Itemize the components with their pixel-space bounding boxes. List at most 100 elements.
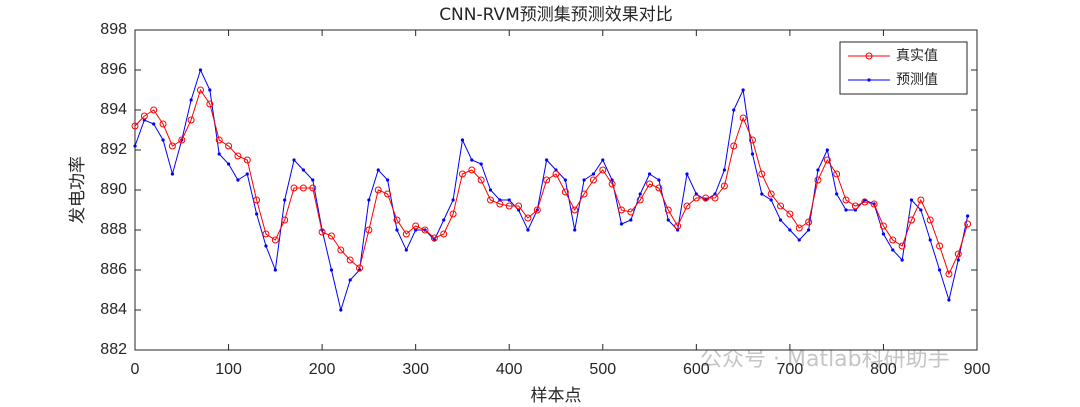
y-tick-label: 894: [100, 101, 127, 118]
data-point: [795, 224, 803, 232]
data-point: [797, 238, 801, 242]
data-point: [262, 230, 270, 238]
x-tick-label: 0: [131, 361, 140, 378]
data-point: [636, 196, 644, 204]
data-point: [599, 166, 607, 174]
data-point: [573, 228, 577, 232]
data-point: [318, 228, 326, 236]
data-point: [187, 116, 195, 124]
data-point: [470, 158, 474, 162]
data-point: [898, 242, 906, 250]
data-point: [178, 136, 186, 144]
data-point: [393, 216, 401, 224]
data-point: [253, 196, 261, 204]
legend-marker: [867, 78, 871, 82]
data-point: [909, 198, 914, 202]
data-point: [842, 196, 850, 204]
y-tick-label: 892: [100, 141, 127, 158]
x-tick-label: 700: [777, 361, 804, 378]
data-point: [264, 244, 268, 248]
data-point: [196, 86, 204, 94]
data-point: [711, 194, 719, 202]
data-point: [488, 188, 493, 192]
x-tick-label: 200: [309, 361, 336, 378]
data-point: [365, 226, 373, 234]
y-axis-label: 发电功率: [68, 156, 88, 224]
data-point: [131, 122, 139, 130]
data-point: [919, 208, 923, 212]
data-point: [722, 168, 727, 172]
data-point: [835, 192, 839, 196]
data-point: [140, 112, 148, 120]
data-point: [356, 264, 364, 272]
data-point: [329, 268, 334, 272]
data-point: [777, 202, 785, 210]
data-point: [786, 210, 794, 218]
data-point: [879, 222, 887, 230]
data-point: [150, 106, 158, 114]
x-tick-label: 300: [402, 361, 429, 378]
data-point: [543, 176, 551, 184]
data-point: [778, 218, 783, 222]
data-point: [281, 216, 289, 224]
legend-label: 真实值: [896, 48, 938, 64]
data-point: [479, 162, 483, 166]
data-point: [524, 214, 532, 222]
data-point: [928, 238, 932, 242]
data-point: [739, 114, 747, 122]
data-point: [657, 178, 661, 182]
data-point: [655, 184, 663, 192]
data-point: [404, 248, 408, 252]
data-point: [255, 212, 259, 216]
data-point: [601, 158, 605, 162]
data-point: [589, 176, 597, 184]
data-point: [760, 192, 764, 196]
data-point: [732, 108, 736, 112]
data-point: [561, 188, 569, 196]
data-point: [283, 198, 287, 202]
data-point: [384, 190, 392, 198]
data-point: [926, 216, 934, 224]
data-point: [346, 256, 354, 264]
data-point: [161, 138, 165, 142]
data-point: [956, 258, 960, 262]
data-point: [767, 190, 775, 198]
data-point: [215, 136, 223, 144]
data-point: [720, 182, 728, 190]
plot-area: [134, 29, 978, 351]
data-point: [851, 202, 859, 210]
data-point: [309, 184, 317, 192]
legend-marker: [865, 52, 873, 60]
data-point: [664, 206, 672, 214]
data-point: [152, 122, 156, 126]
data-point: [301, 168, 305, 172]
data-point: [823, 156, 831, 164]
data-point: [217, 152, 221, 156]
data-point: [449, 210, 457, 218]
data-point: [234, 152, 242, 160]
data-point: [692, 194, 700, 202]
legend-label: 预测值: [896, 72, 938, 88]
data-point: [889, 236, 897, 244]
data-point: [917, 196, 925, 204]
data-point: [505, 202, 513, 210]
x-tick-label: 100: [215, 361, 242, 378]
data-point: [226, 162, 231, 166]
data-point: [900, 258, 904, 262]
data-point: [339, 308, 343, 312]
y-tick-label: 890: [100, 181, 127, 198]
data-point: [861, 198, 869, 206]
data-point: [702, 194, 710, 202]
data-point: [243, 156, 251, 164]
data-point: [496, 200, 504, 208]
data-point: [386, 178, 390, 182]
data-point: [580, 190, 588, 198]
data-point: [627, 208, 635, 216]
data-point: [189, 98, 193, 102]
data-point: [477, 176, 485, 184]
data-point: [750, 152, 755, 156]
data-point: [638, 192, 642, 196]
watermark: 公众号 · Matlab科研助手: [700, 347, 950, 372]
chart-title: CNN-RVM预测集预测效果对比: [439, 5, 673, 25]
y-tick-label: 884: [100, 301, 127, 318]
